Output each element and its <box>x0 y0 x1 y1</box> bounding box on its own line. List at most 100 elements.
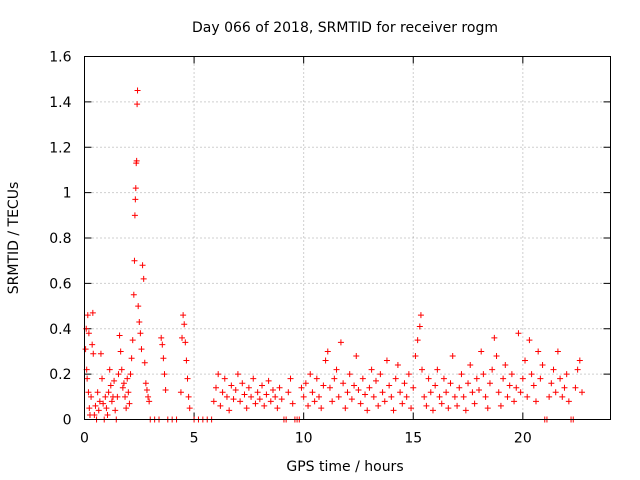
data-point <box>135 303 142 310</box>
data-point <box>91 411 98 418</box>
data-point <box>318 405 325 412</box>
data-point <box>532 398 539 405</box>
data-point <box>245 384 252 391</box>
data-point <box>137 330 144 337</box>
data-point <box>438 400 445 407</box>
data-point <box>117 348 124 355</box>
data-point <box>346 371 353 378</box>
data-point <box>139 262 146 269</box>
data-point <box>134 101 141 108</box>
data-point <box>548 380 555 387</box>
data-point <box>248 393 255 400</box>
data-point <box>243 405 250 412</box>
data-point <box>539 362 546 369</box>
data-point <box>563 371 570 378</box>
data-point <box>370 393 377 400</box>
data-point <box>103 405 110 412</box>
data-point <box>114 393 121 400</box>
data-point <box>237 398 244 405</box>
data-point <box>183 357 190 364</box>
data-point <box>351 382 358 389</box>
data-point <box>451 393 458 400</box>
data-point <box>417 312 424 319</box>
grid-lines <box>84 56 611 420</box>
data-point <box>390 407 397 414</box>
data-point <box>340 380 347 387</box>
data-point <box>250 375 257 382</box>
data-point <box>239 380 246 387</box>
data-point <box>146 398 153 405</box>
data-point <box>436 393 443 400</box>
data-point <box>559 393 566 400</box>
data-point <box>366 384 373 391</box>
data-point <box>228 382 235 389</box>
data-point <box>462 407 469 414</box>
data-point <box>127 371 134 378</box>
data-point <box>576 357 583 364</box>
data-point <box>124 375 131 382</box>
data-point <box>254 389 261 396</box>
data-point <box>265 377 272 384</box>
y-tick-label: 1.4 <box>49 95 71 111</box>
data-point <box>122 393 129 400</box>
data-point <box>313 375 320 382</box>
data-point <box>130 291 137 298</box>
data-point <box>162 387 169 394</box>
data-point <box>116 332 123 339</box>
data-point <box>119 384 126 391</box>
data-point <box>215 371 222 378</box>
data-point <box>440 375 447 382</box>
data-point <box>213 384 219 391</box>
y-tick-label: 0.2 <box>49 367 71 383</box>
data-point <box>379 389 386 396</box>
x-tick-label: 20 <box>514 431 532 447</box>
data-point <box>232 387 239 394</box>
data-point <box>161 371 168 378</box>
data-point <box>565 398 572 405</box>
data-point <box>449 352 456 359</box>
data-point <box>506 382 513 389</box>
data-point <box>128 355 135 362</box>
data-point <box>221 375 228 382</box>
data-point <box>132 196 139 203</box>
data-point <box>386 382 393 389</box>
data-point <box>322 357 329 364</box>
data-point <box>546 393 553 400</box>
data-point <box>184 375 191 382</box>
data-point <box>132 185 139 192</box>
data-point <box>381 398 388 405</box>
data-point <box>226 407 233 414</box>
data-point <box>102 393 109 400</box>
data-point <box>241 391 248 398</box>
data-point <box>263 391 270 398</box>
data-point <box>397 389 404 396</box>
data-point <box>364 407 371 414</box>
data-point <box>307 371 314 378</box>
data-point <box>252 400 259 407</box>
data-point <box>355 387 362 394</box>
data-point <box>482 393 489 400</box>
data-point <box>272 393 279 400</box>
data-point <box>177 389 184 396</box>
x-axis-label: GPS time / hours <box>286 459 403 475</box>
data-point <box>96 398 103 405</box>
data-point <box>298 384 305 391</box>
data-point <box>112 407 119 414</box>
data-point <box>519 375 526 382</box>
data-point <box>90 350 97 357</box>
data-point <box>495 389 502 396</box>
data-point <box>522 357 529 364</box>
data-point <box>342 405 349 412</box>
data-point <box>329 398 336 405</box>
data-point <box>476 387 482 394</box>
data-point <box>550 366 557 373</box>
x-tick-label: 5 <box>190 431 199 447</box>
data-point <box>287 375 294 382</box>
data-point <box>552 389 559 396</box>
data-point <box>504 393 511 400</box>
data-point <box>131 257 138 264</box>
data-point <box>524 393 531 400</box>
data-point <box>134 87 141 94</box>
data-point <box>320 382 327 389</box>
